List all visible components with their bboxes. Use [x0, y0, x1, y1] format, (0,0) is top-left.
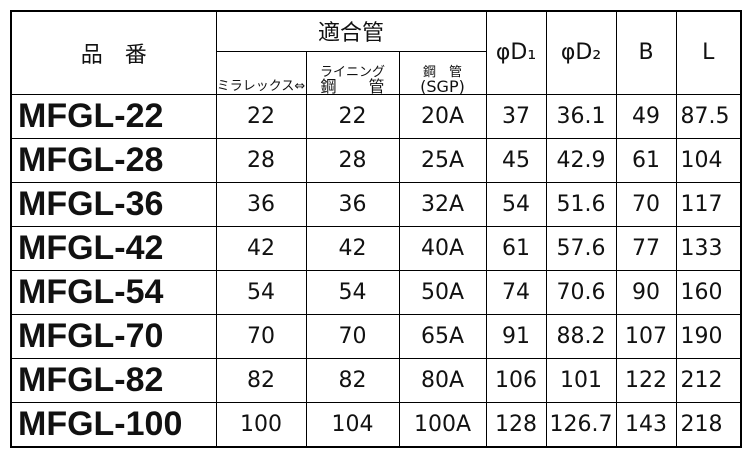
value-cell: 42 [305, 225, 400, 271]
table-row: MFGL-22 22 22 20A 37 36.1 49 87.5 [10, 93, 742, 139]
value-cell: 45 [485, 137, 547, 183]
value-cell: 160 [675, 269, 742, 315]
value-cell: 106 [485, 357, 547, 403]
value-cell: 70 [615, 181, 677, 227]
value-cell: 42.9 [545, 137, 617, 183]
part-number-cell: MFGL-22 [10, 93, 217, 139]
value-cell: 133 [675, 225, 742, 271]
value-cell: 65A [398, 313, 487, 359]
value-cell: 36 [215, 181, 307, 227]
part-number-cell: MFGL-42 [10, 225, 217, 271]
header-text: L [702, 40, 715, 66]
header-cell: B [615, 10, 677, 95]
value-cell: 25A [398, 137, 487, 183]
value-cell: 61 [615, 137, 677, 183]
header-text: 品 番 [80, 42, 147, 68]
value-cell: 82 [305, 357, 400, 403]
value-cell: 37 [485, 93, 547, 139]
value-cell: 32A [398, 181, 487, 227]
table-row: MFGL-36 36 36 32A 54 51.6 70 117 [10, 181, 742, 227]
value-cell: 70.6 [545, 269, 617, 315]
header-cell: φD₁ [485, 10, 547, 95]
subheader-text: ライニング [319, 64, 385, 80]
header-cell: φD₂ [545, 10, 617, 95]
part-number-cell: MFGL-54 [10, 269, 217, 315]
table-row: MFGL-100 100 104 100A 128 126.7 143 218 [10, 401, 742, 447]
value-cell: 54 [215, 269, 307, 315]
table-row: MFGL-28 28 28 25A 45 42.9 61 104 [10, 137, 742, 183]
value-cell: 36 [305, 181, 400, 227]
value-cell: 49 [615, 93, 677, 139]
value-cell: 40A [398, 225, 487, 271]
value-cell: 51.6 [545, 181, 617, 227]
value-cell: 212 [675, 357, 742, 403]
value-cell: 36.1 [545, 93, 617, 139]
value-cell: 190 [675, 313, 742, 359]
value-cell: 104 [305, 401, 400, 447]
value-cell: 87.5 [675, 93, 742, 139]
value-cell: 70 [215, 313, 307, 359]
value-cell: 90 [615, 269, 677, 315]
value-cell: 57.6 [545, 225, 617, 271]
subheader-text: 鋼 管 [422, 64, 462, 80]
value-cell: 54 [485, 181, 547, 227]
value-cell: 82 [215, 357, 307, 403]
value-cell: 117 [675, 181, 742, 227]
value-cell: 101 [545, 357, 617, 403]
value-cell: 100 [215, 401, 307, 447]
value-cell: 128 [485, 401, 547, 447]
value-cell: 143 [615, 401, 677, 447]
header-cell: 品 番 [10, 10, 217, 95]
table-row: MFGL-70 70 70 65A 91 88.2 107 190 [10, 313, 742, 359]
value-cell: 20A [398, 93, 487, 139]
value-cell: 54 [305, 269, 400, 315]
subheader-cell: ミラレックス⇔ [215, 50, 307, 95]
value-cell: 91 [485, 313, 547, 359]
value-cell: 74 [485, 269, 547, 315]
spec-table: 品 番 適合管 φD₁ φD₂ B L ミラレックス⇔ ライニング鋼 管鋼 管 (S… [10, 10, 742, 448]
value-cell: 218 [675, 401, 742, 447]
value-cell: 107 [615, 313, 677, 359]
value-cell: 61 [485, 225, 547, 271]
value-cell: 122 [615, 357, 677, 403]
header-cell: 適合管 [215, 10, 487, 52]
table-row: MFGL-54 54 54 50A 74 70.6 90 160 [10, 269, 742, 315]
part-number-cell: MFGL-36 [10, 181, 217, 227]
value-cell: 80A [398, 357, 487, 403]
header-cell: L [675, 10, 742, 95]
value-cell: 28 [215, 137, 307, 183]
part-number-cell: MFGL-100 [10, 401, 217, 447]
value-cell: 70 [305, 313, 400, 359]
table-row: MFGL-42 42 42 40A 61 57.6 77 133 [10, 225, 742, 271]
subheader-cell: 鋼 管 (SGP) [398, 50, 487, 95]
value-cell: 104 [675, 137, 742, 183]
table-row: MFGL-82 82 82 80A 106 101 122 212 [10, 357, 742, 403]
value-cell: 100A [398, 401, 487, 447]
header-text: φD₁ [495, 40, 537, 66]
value-cell: 42 [215, 225, 307, 271]
subheader-cell: ライニング鋼 管 [305, 50, 400, 95]
header-text: 適合管 [317, 21, 384, 47]
value-cell: 50A [398, 269, 487, 315]
value-cell: 77 [615, 225, 677, 271]
value-cell: 88.2 [545, 313, 617, 359]
value-cell: 126.7 [545, 401, 617, 447]
value-cell: 28 [305, 137, 400, 183]
subheader-text: 鋼 管 [320, 76, 385, 94]
part-number-cell: MFGL-70 [10, 313, 217, 359]
value-cell: 22 [305, 93, 400, 139]
part-number-cell: MFGL-28 [10, 137, 217, 183]
subheader-text: (SGP) [420, 76, 465, 94]
header-text: B [638, 40, 654, 66]
value-cell: 22 [215, 93, 307, 139]
part-number-cell: MFGL-82 [10, 357, 217, 403]
header-text: φD₂ [560, 40, 602, 66]
subheader-text: ミラレックス⇔ [216, 78, 306, 94]
